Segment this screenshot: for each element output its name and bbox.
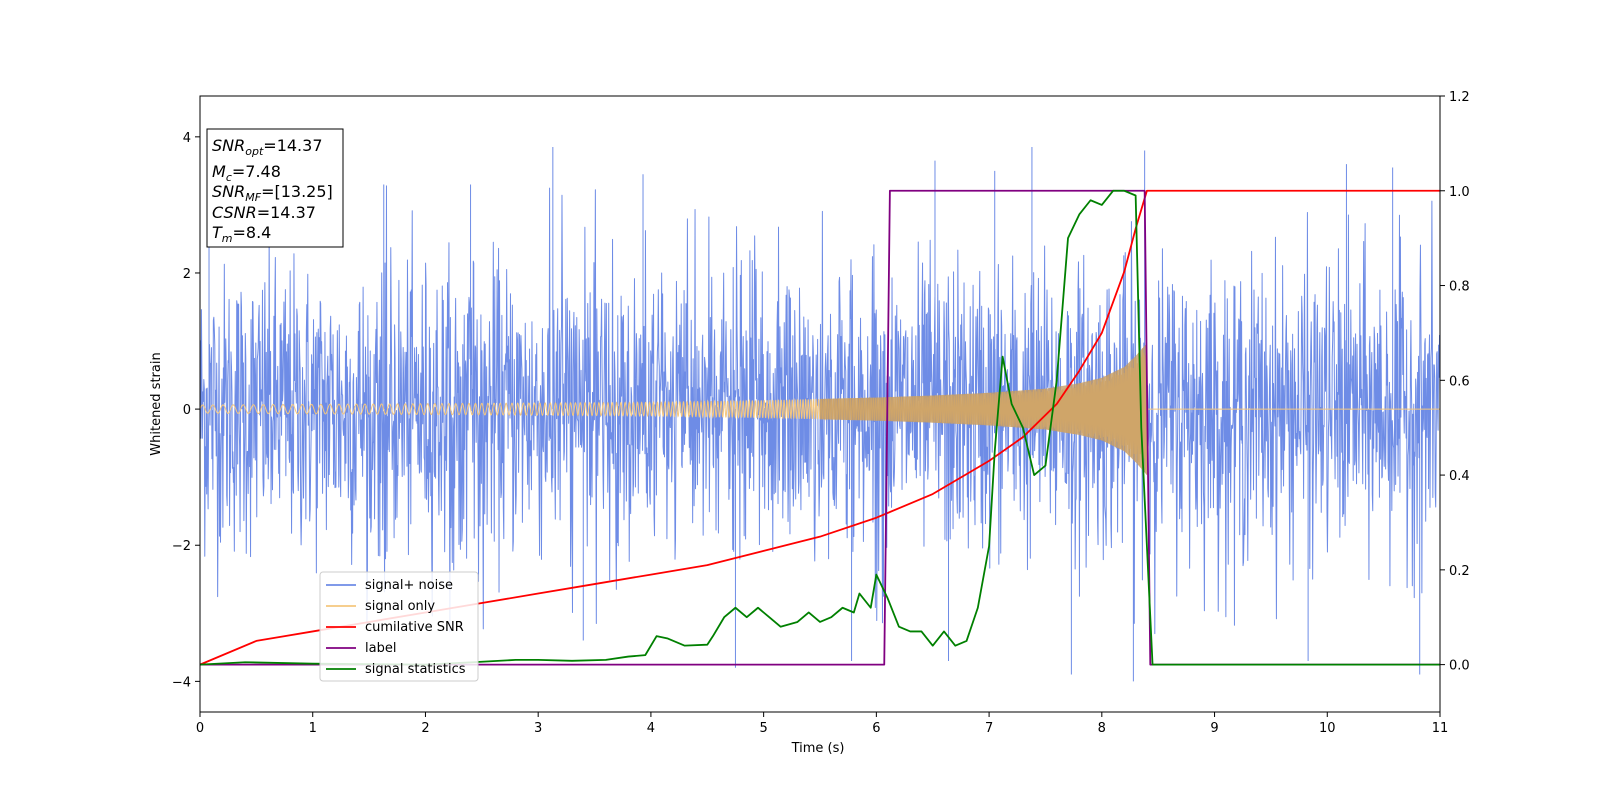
legend-frame [319,571,479,682]
plot-frame [199,95,1441,713]
x-axis-label: Time (s) [791,741,845,756]
x-tick-label: 3 [534,721,542,736]
series-signal-only-envelope [820,343,1147,476]
snr-opt-text: SNRopt=14.37 [212,136,323,158]
y-right-tick-label: 0.4 [1449,469,1470,484]
y-left-tick-label: 2 [183,267,191,282]
y-axis-left: 4 2 0 −2 −4 [172,131,200,690]
series-signal-noise [199,147,1441,682]
x-tick-label: 4 [647,721,655,736]
legend-label: signal+ noise [365,578,453,593]
x-axis: 0 1 2 3 4 5 6 7 8 9 10 11 [196,712,1448,736]
x-tick-label: 8 [1098,721,1106,736]
info-box-frame [206,128,344,248]
y-axis-right: 1.2 1.0 0.8 0.6 0.4 0.2 0.0 [1440,90,1470,674]
y-right-tick-label: 0.6 [1449,374,1470,389]
legend-label: signal statistics [365,662,466,677]
y-right-tick-label: 0.2 [1449,564,1470,579]
mc-text: Mc=7.48 [212,162,281,184]
y-right-tick-label: 0.0 [1449,659,1470,674]
y-left-tick-label: −4 [172,675,191,690]
y-left-tick-label: 4 [183,131,191,146]
legend: signal+ noise signal only cumilative SNR la… [319,571,479,682]
csnr-text: CSNR=14.37 [212,203,316,222]
y-right-tick-label: 1.2 [1449,90,1470,105]
y-axis-label: Whitened strain [149,352,164,455]
snr-mf-text: SNRMF=[13.25] [212,182,333,204]
x-tick-label: 1 [309,721,317,736]
legend-label: cumilative SNR [365,620,464,635]
y-right-tick-label: 0.8 [1449,280,1470,295]
x-tick-label: 10 [1319,721,1336,736]
legend-label: signal only [365,599,435,614]
x-tick-label: 2 [421,721,429,736]
y-left-tick-label: −2 [172,539,191,554]
x-tick-label: 9 [1210,721,1218,736]
x-tick-label: 5 [759,721,767,736]
y-left-tick-label: 0 [183,403,191,418]
x-tick-label: 0 [196,721,204,736]
tm-text: Tm=8.4 [212,223,271,245]
x-tick-label: 7 [985,721,993,736]
series-signal-statistics [199,189,1440,666]
info-box: SNRopt=14.37 Mc=7.48 SNRMF=[13.25] CSNR=… [206,128,344,248]
legend-label: label [365,641,396,656]
y-right-tick-label: 1.0 [1449,185,1470,200]
x-tick-label: 11 [1432,721,1449,736]
x-tick-label: 6 [872,721,880,736]
